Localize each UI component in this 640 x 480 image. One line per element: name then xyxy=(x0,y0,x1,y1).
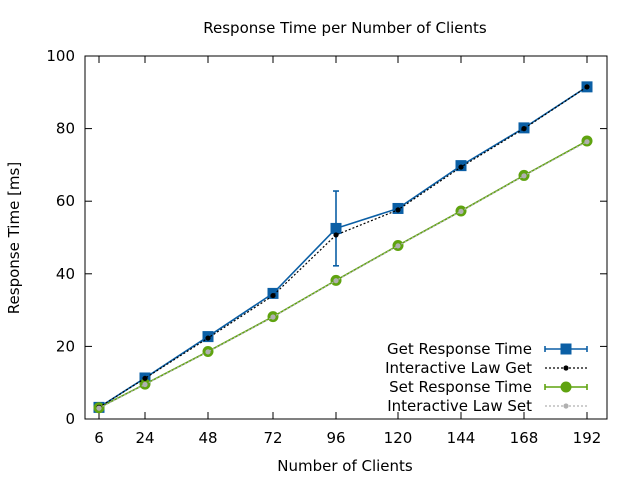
data-point xyxy=(270,314,276,320)
data-point xyxy=(395,243,401,249)
data-point xyxy=(270,292,276,299)
x-tick-label: 120 xyxy=(384,429,413,447)
x-tick-label: 168 xyxy=(510,429,539,447)
data-point xyxy=(333,232,339,238)
data-point xyxy=(205,349,211,355)
chart-title: Response Time per Number of Clients xyxy=(203,19,487,37)
data-point xyxy=(458,164,464,170)
x-tick-label: 144 xyxy=(447,429,476,447)
plot-frame xyxy=(84,55,608,420)
y-tick-label: 40 xyxy=(56,265,75,283)
data-point xyxy=(584,84,590,90)
data-point xyxy=(458,208,464,214)
x-tick-label: 48 xyxy=(198,429,217,447)
legend-marker xyxy=(563,403,569,409)
y-tick-label: 0 xyxy=(65,410,75,428)
y-tick-label: 20 xyxy=(56,337,75,355)
x-axis-label: Number of Clients xyxy=(277,457,413,475)
data-point xyxy=(142,375,148,381)
x-tick-label: 24 xyxy=(135,429,154,447)
y-axis-label: Response Time [ms] xyxy=(5,162,23,314)
data-point xyxy=(521,126,527,132)
y-tick-label: 80 xyxy=(56,120,75,138)
data-point xyxy=(330,222,342,234)
series-interactive-law-set xyxy=(96,139,590,411)
series-layer xyxy=(93,81,593,414)
y-tick-label: 60 xyxy=(56,192,75,210)
data-point xyxy=(96,405,102,411)
legend-marker xyxy=(560,343,572,355)
data-point xyxy=(205,335,211,341)
x-tick-label: 192 xyxy=(573,429,602,447)
data-point xyxy=(521,173,527,179)
x-tick-label: 96 xyxy=(326,429,345,447)
data-point xyxy=(142,381,148,388)
x-tick-label: 6 xyxy=(94,429,104,447)
y-tick-label: 100 xyxy=(46,47,75,65)
legend-label: Interactive Law Get xyxy=(385,359,532,377)
data-point xyxy=(584,139,590,145)
legend-label: Interactive Law Set xyxy=(387,397,532,415)
legend-marker xyxy=(560,381,572,393)
legend-label: Set Response Time xyxy=(389,378,532,396)
data-point xyxy=(395,207,401,213)
y-axis: 0 20 40 60 80 100 xyxy=(46,47,607,428)
data-point xyxy=(333,278,339,284)
legend-marker xyxy=(563,365,569,371)
legend-label: Get Response Time xyxy=(387,340,532,358)
x-tick-label: 72 xyxy=(263,429,282,447)
